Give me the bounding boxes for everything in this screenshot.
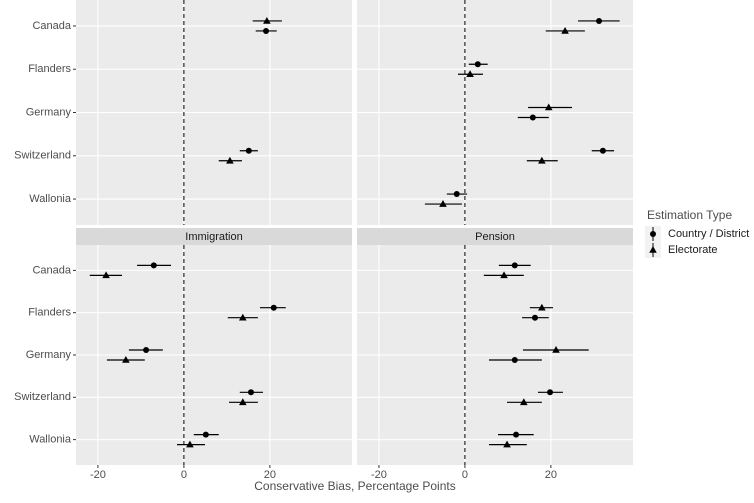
point	[552, 346, 560, 353]
point	[263, 16, 271, 24]
y-tick-label: Flanders	[28, 63, 71, 75]
point	[150, 262, 157, 269]
point	[143, 347, 150, 353]
point	[102, 271, 110, 279]
point	[500, 271, 508, 279]
y-tick-label: Germany	[26, 349, 72, 361]
point	[245, 147, 252, 154]
y-tick-label: Wallonia	[29, 434, 72, 446]
point	[202, 431, 209, 438]
point	[247, 389, 254, 396]
strip-background	[76, 228, 352, 245]
x-tick-label: -20	[371, 469, 387, 481]
point	[538, 303, 546, 311]
legend-title: Estimation Type	[647, 208, 732, 222]
y-tick-label: Flanders	[28, 307, 71, 319]
point	[529, 114, 536, 121]
point	[270, 304, 277, 311]
strip-background	[357, 228, 633, 245]
point	[453, 191, 460, 198]
point	[226, 156, 234, 164]
point	[538, 156, 546, 164]
y-tick-label: Canada	[32, 20, 71, 32]
point	[263, 27, 270, 34]
point	[561, 26, 569, 34]
x-tick-label: 0	[181, 469, 187, 481]
y-tick-label: Switzerland	[14, 391, 71, 403]
point	[186, 440, 194, 448]
point	[596, 17, 603, 24]
point	[599, 147, 606, 154]
y-tick-label: Germany	[26, 106, 72, 118]
point	[520, 398, 528, 406]
x-tick-label: -20	[90, 469, 106, 481]
point	[439, 200, 447, 207]
x-tick-label: 20	[264, 469, 276, 481]
legend-label: Electorate	[668, 244, 718, 256]
legend-symbol	[649, 246, 657, 253]
y-tick-label: Canada	[32, 264, 71, 276]
legend-symbol	[650, 231, 656, 237]
y-tick-label: Wallonia	[29, 193, 72, 205]
point	[511, 357, 518, 363]
x-axis-title: Conservative Bias, Percentage Points	[254, 479, 455, 493]
point	[513, 431, 520, 438]
y-tick-label: Switzerland	[14, 150, 71, 162]
x-tick-label: 20	[545, 469, 557, 481]
point	[511, 262, 518, 269]
point	[239, 313, 247, 321]
legend-label: Country / District	[668, 228, 749, 240]
point	[122, 356, 130, 363]
point	[239, 398, 247, 406]
strip-title: Pension	[475, 231, 515, 243]
point	[547, 389, 554, 396]
point	[503, 440, 511, 448]
point	[474, 61, 481, 68]
x-tick-label: 0	[462, 469, 468, 481]
point	[531, 314, 538, 321]
point	[544, 103, 553, 111]
point	[466, 70, 474, 78]
strip-title: Immigration	[185, 231, 242, 243]
